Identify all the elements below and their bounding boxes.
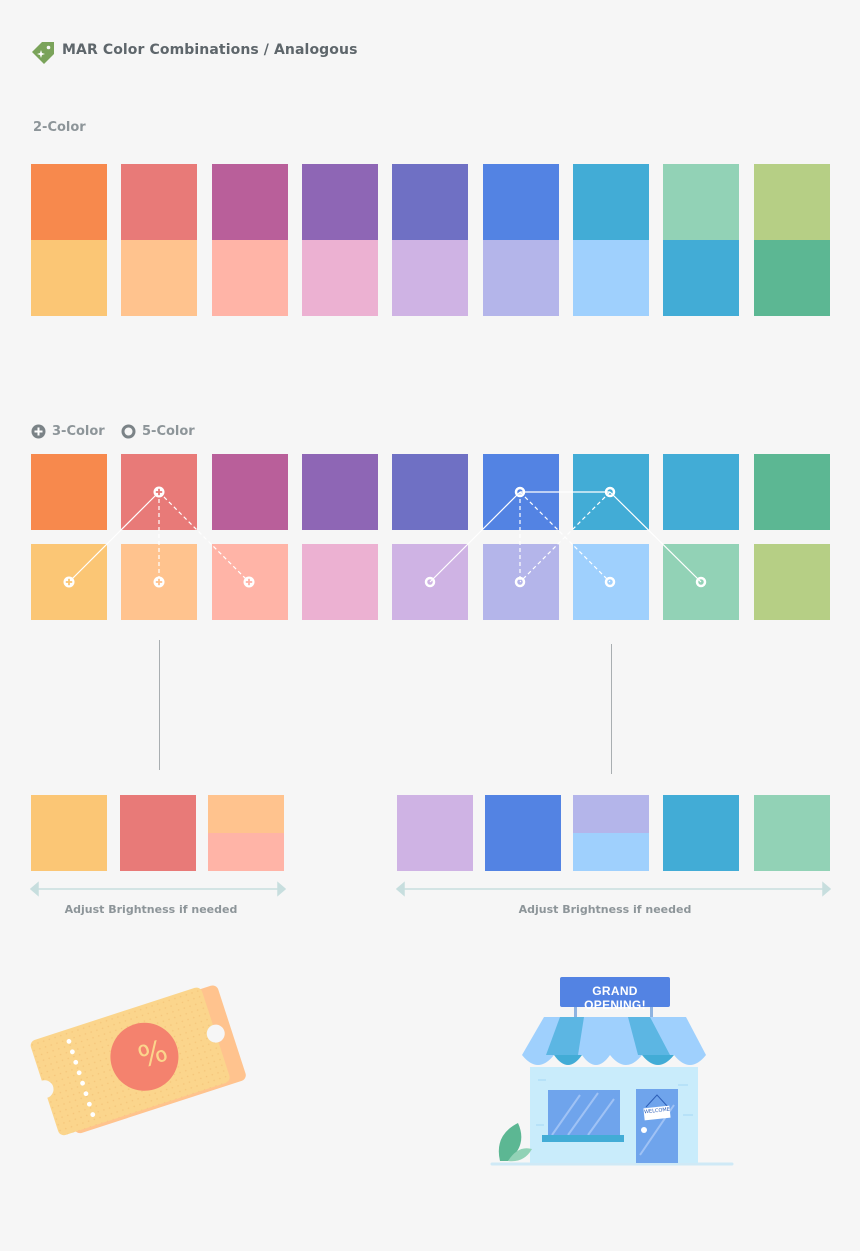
- multi-color-swatch-top: [754, 454, 830, 530]
- multi-color-swatch-bottom: [302, 544, 378, 620]
- legend-5-color: 5-Color: [121, 424, 195, 439]
- multi-color-swatch-top: [392, 454, 468, 530]
- multi-color-swatch-top: [212, 454, 288, 530]
- two-color-swatch-bottom: [392, 240, 468, 316]
- result-swatch: [754, 795, 830, 871]
- page-title: MAR Color Combinations / Analogous: [62, 42, 358, 58]
- tag-icon: [32, 42, 54, 64]
- multi-color-swatch-bottom: [754, 544, 830, 620]
- two-color-swatch-bottom: [483, 240, 559, 316]
- result-swatch: [31, 795, 107, 871]
- two-color-swatch-top: [754, 164, 830, 240]
- ring-icon: [121, 424, 136, 439]
- two-color-swatch-top: [392, 164, 468, 240]
- storefront-icon: [490, 977, 734, 1166]
- result-swatch: [485, 795, 561, 871]
- two-color-swatch-top: [31, 164, 107, 240]
- multi-color-swatch-top: [31, 454, 107, 530]
- result-swatch: [397, 795, 473, 871]
- result-swatch: [120, 795, 196, 871]
- result-swatch-half-bottom: [573, 833, 649, 871]
- two-color-swatch-top: [212, 164, 288, 240]
- multi-color-swatch-top: [121, 454, 197, 530]
- two-color-swatch-top: [663, 164, 739, 240]
- two-color-swatch-bottom: [754, 240, 830, 316]
- two-color-swatch-top: [121, 164, 197, 240]
- multi-color-swatch-bottom: [31, 544, 107, 620]
- multi-color-swatch-bottom: [663, 544, 739, 620]
- multi-color-swatch-bottom: [573, 544, 649, 620]
- brightness-caption-5: Adjust Brightness if needed: [518, 903, 692, 916]
- two-color-swatch-top: [573, 164, 649, 240]
- grand-opening-sign: GRAND OPENING!: [584, 984, 646, 1012]
- two-color-swatch-bottom: [302, 240, 378, 316]
- two-color-label: 2-Color: [33, 120, 86, 135]
- multi-color-swatch-top: [573, 454, 649, 530]
- legend-5-label: 5-Color: [142, 424, 195, 439]
- result-swatch-half-bottom: [208, 833, 284, 871]
- two-color-swatch-bottom: [121, 240, 197, 316]
- multi-color-swatch-bottom: [121, 544, 197, 620]
- coupon-icon: [30, 985, 246, 1136]
- legend-3-color: 3-Color: [31, 424, 105, 439]
- two-color-swatch-top: [302, 164, 378, 240]
- multi-color-swatch-top: [302, 454, 378, 530]
- multi-color-swatch-top: [663, 454, 739, 530]
- multi-color-swatch-bottom: [392, 544, 468, 620]
- two-color-swatch-bottom: [573, 240, 649, 316]
- multi-color-swatch-top: [483, 454, 559, 530]
- result-swatch-half-top: [573, 795, 649, 833]
- two-color-swatch-bottom: [212, 240, 288, 316]
- multi-color-swatch-bottom: [483, 544, 559, 620]
- brightness-caption-3: Adjust Brightness if needed: [64, 903, 238, 916]
- plus-circle-icon: [31, 424, 46, 439]
- two-color-swatch-bottom: [31, 240, 107, 316]
- legend-3-label: 3-Color: [52, 424, 105, 439]
- result-swatch: [663, 795, 739, 871]
- multi-color-swatch-bottom: [212, 544, 288, 620]
- result-swatch-half-top: [208, 795, 284, 833]
- two-color-swatch-bottom: [663, 240, 739, 316]
- two-color-swatch-top: [483, 164, 559, 240]
